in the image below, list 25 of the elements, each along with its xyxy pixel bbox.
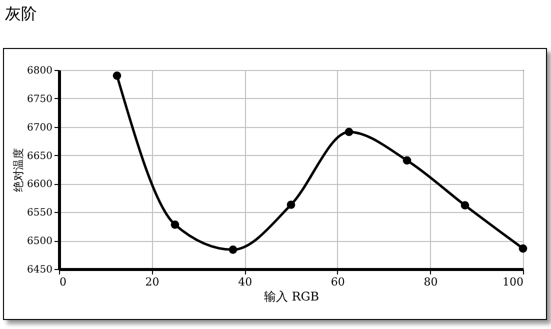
point (344, 128, 354, 136)
y-tick-label: 6600 (27, 179, 52, 190)
y-tick-label: 6450 (27, 264, 52, 276)
point (460, 201, 470, 210)
x-tick-label: 60 (330, 276, 345, 288)
x-tick-label: 20 (145, 276, 160, 288)
y-tick-label: 6700 (27, 122, 52, 134)
y-tick-label: 6750 (27, 94, 52, 105)
y-tick-label: 6650 (27, 150, 52, 162)
x-tick-label: 100 (502, 276, 524, 288)
x-tick-label: 80 (424, 276, 438, 288)
point (112, 72, 122, 80)
y-tick-label: 6800 (27, 66, 52, 76)
x-tick-label: 0 (60, 276, 66, 288)
y-tick-label: 6550 (27, 208, 52, 219)
x-axis-title: 输入 RGB (264, 290, 320, 304)
point (402, 156, 412, 165)
y-tick-label: 6500 (27, 236, 52, 248)
y-axis-title: 绝对温度 (12, 148, 26, 192)
point (170, 220, 180, 229)
point (228, 245, 238, 254)
point (286, 200, 296, 209)
x-tick-label: 40 (238, 276, 252, 288)
chart-title: 灰阶 (5, 4, 37, 25)
point (518, 244, 528, 253)
